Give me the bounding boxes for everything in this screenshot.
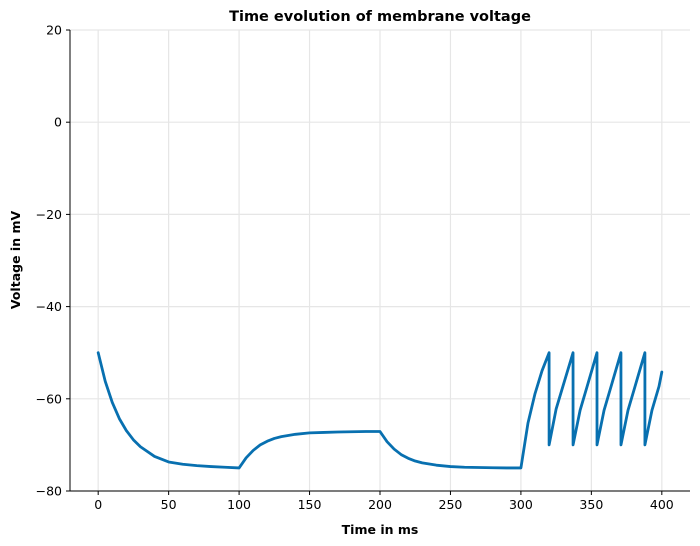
grid-lines bbox=[70, 29, 690, 492]
x-tick-label: 250 bbox=[439, 497, 463, 512]
x-tick-label: 400 bbox=[650, 497, 674, 512]
x-tick-label: 300 bbox=[509, 497, 533, 512]
y-tick-label: −40 bbox=[36, 299, 62, 314]
x-axis-label: Time in ms bbox=[342, 522, 419, 537]
x-axis-ticks: 0 50 100 150 200 250 300 350 400 bbox=[94, 491, 674, 512]
voltage-line bbox=[96, 351, 664, 470]
y-tick-label: −20 bbox=[36, 207, 62, 222]
y-axis-label: Voltage in mV bbox=[8, 211, 23, 310]
x-tick-label: 50 bbox=[161, 497, 177, 512]
y-tick-label: 0 bbox=[54, 115, 62, 130]
x-tick-label: 0 bbox=[94, 497, 102, 512]
chart-title: Time evolution of membrane voltage bbox=[229, 9, 531, 25]
y-tick-label: −80 bbox=[36, 484, 62, 499]
x-tick-label: 100 bbox=[227, 497, 251, 512]
x-tick-label: 150 bbox=[298, 497, 322, 512]
y-tick-label: 20 bbox=[46, 23, 62, 38]
x-tick-label: 350 bbox=[579, 497, 603, 512]
x-tick-label: 200 bbox=[368, 497, 392, 512]
y-axis-ticks: −80 −60 −40 −20 0 20 bbox=[36, 23, 70, 499]
series-group bbox=[96, 351, 664, 470]
y-tick-label: −60 bbox=[36, 391, 62, 406]
